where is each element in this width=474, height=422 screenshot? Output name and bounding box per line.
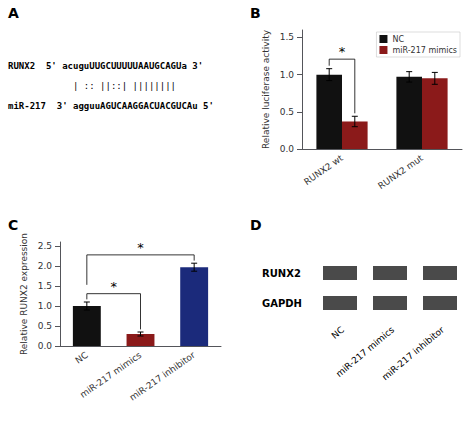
svg-text:0.0: 0.0 [280, 144, 295, 154]
svg-text:miR-217 mimics: miR-217 mimics [392, 46, 457, 55]
svg-text:NC: NC [392, 35, 404, 44]
svg-text:1.0: 1.0 [38, 301, 53, 311]
svg-text:1.5: 1.5 [38, 281, 52, 291]
svg-text:*: * [137, 240, 144, 255]
svg-text:1.0: 1.0 [280, 70, 295, 80]
svg-text:0.5: 0.5 [38, 321, 52, 331]
svg-text:RUNX2 wt: RUNX2 wt [302, 153, 345, 187]
svg-text:NC: NC [73, 350, 89, 366]
svg-text:RUNX2: RUNX2 [262, 268, 301, 279]
svg-text:0.5: 0.5 [280, 107, 294, 117]
svg-text:*: * [339, 44, 346, 59]
svg-text:D: D [250, 217, 262, 233]
svg-text:*: * [110, 279, 117, 294]
svg-text:RUNX2 mut: RUNX2 mut [376, 153, 425, 191]
svg-text:miR-217 3' agguuAGUCAAGGACUAC: miR-217 3' agguuAGUCAAGGACUACGUCAu 5' [8, 101, 214, 111]
svg-text:0.0: 0.0 [38, 341, 53, 351]
svg-text:miR-217 inhibitor: miR-217 inhibitor [128, 350, 198, 403]
svg-text:GAPDH: GAPDH [262, 298, 302, 309]
svg-text:miR-217 mimics: miR-217 mimics [334, 324, 397, 379]
svg-text:Relative RUNX2 expression: Relative RUNX2 expression [19, 233, 29, 355]
svg-text:miR-217 mimics: miR-217 mimics [78, 349, 144, 400]
svg-text:C: C [8, 217, 18, 233]
svg-text:1.5: 1.5 [280, 32, 294, 42]
svg-text:A: A [8, 5, 19, 21]
svg-text:B: B [250, 5, 261, 21]
svg-text:RUNX2 5' acuguUUGCUUUUUAAUGCA: RUNX2 5' acuguUUGCUUUUUAAUGCAGUa 3' [8, 61, 203, 71]
svg-text:2.0: 2.0 [38, 261, 53, 271]
svg-text:| :: ||::| ||||||||: | :: ||::| |||||||| [8, 81, 176, 91]
svg-text:2.5: 2.5 [38, 241, 52, 251]
svg-text:NC: NC [330, 325, 346, 341]
svg-text:miR-217 inhibitor: miR-217 inhibitor [380, 324, 446, 382]
svg-text:Relative luciferase activity: Relative luciferase activity [261, 29, 271, 149]
